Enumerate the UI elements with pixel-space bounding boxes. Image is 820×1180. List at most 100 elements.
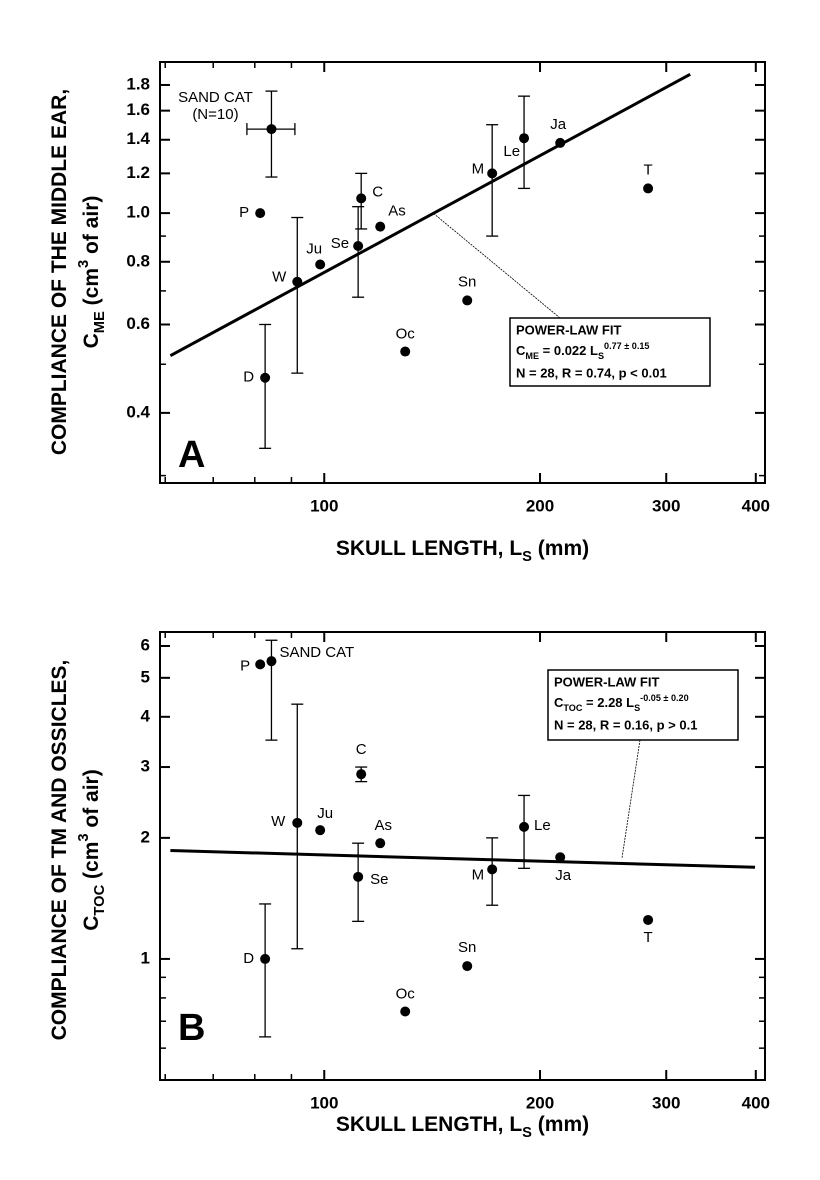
- data-point: [292, 817, 303, 828]
- data-point: [400, 346, 411, 357]
- y-axis-label-part: of air): [80, 196, 103, 260]
- data-point: [353, 241, 364, 252]
- y-tick-label: 3: [141, 757, 150, 776]
- y-axis-label-part: (cm: [80, 268, 103, 311]
- data-point: [356, 769, 367, 780]
- point-label: Oc: [396, 326, 416, 343]
- x-tick-label: 400: [742, 1093, 770, 1112]
- fit-title: POWER-LAW FIT: [516, 322, 621, 337]
- point-label: P: [240, 657, 250, 674]
- data-point: [519, 821, 530, 832]
- fit-box: [509, 317, 711, 387]
- data-point: [487, 864, 498, 875]
- plot-frame: [159, 631, 766, 1081]
- point-label: D: [243, 369, 254, 386]
- point-label: Le: [534, 817, 551, 834]
- annotation: (N=10): [192, 106, 238, 123]
- fit-equation-part: = 0.022 L: [539, 343, 598, 358]
- y-axis-label-part: (cm: [80, 842, 103, 885]
- point-label: Se: [370, 871, 388, 888]
- data-point: [255, 659, 266, 670]
- y-axis-label-part: COMPLIANCE OF TM AND OSSICLES,: [48, 660, 71, 1041]
- point-label: C: [372, 183, 383, 200]
- y-axis-label-part: ME: [92, 311, 108, 333]
- data-point: [643, 183, 654, 194]
- x-axis-label-part: SKULL LENGTH, L: [336, 1113, 522, 1136]
- y-axis-label-part: C: [80, 333, 103, 348]
- data-point: [643, 914, 654, 925]
- point-label: T: [643, 929, 652, 946]
- data-point: [266, 124, 277, 135]
- fit-line: [169, 73, 691, 358]
- y-axis-label: COMPLIANCE OF THE MIDDLE EAR,: [48, 89, 71, 455]
- fit-equation-part: TOC: [563, 703, 582, 713]
- y-tick-label: 6: [141, 635, 150, 654]
- fit-equation-part: = 2.28 L: [582, 695, 634, 710]
- x-axis-label-part: S: [522, 549, 532, 565]
- x-tick-label: 300: [652, 496, 680, 515]
- data-point: [315, 825, 326, 836]
- y-axis-label-part: COMPLIANCE OF THE MIDDLE EAR,: [48, 89, 71, 455]
- panel-label: A: [178, 434, 205, 476]
- x-axis-label-part: (mm): [532, 537, 589, 560]
- leader-line: [621, 739, 641, 859]
- point-label: Ja: [555, 867, 572, 884]
- point-label: Ja: [550, 116, 567, 133]
- data-point: [266, 656, 277, 667]
- point-label: Sn: [458, 273, 476, 290]
- fit-equation-part: C: [516, 343, 526, 358]
- data-point: [353, 871, 364, 882]
- y-tick-label: 0.4: [126, 402, 150, 421]
- point-label: Le: [503, 143, 520, 160]
- y-tick-label: 1.6: [126, 100, 150, 119]
- fit-box: [547, 669, 739, 741]
- leader-line: [432, 212, 561, 319]
- data-point: [400, 1006, 411, 1017]
- y-tick-label: 5: [141, 667, 150, 686]
- point-label: M: [472, 866, 485, 883]
- fit-equation-part: -0.05 ± 0.20: [640, 693, 688, 703]
- y-axis-label-part: C: [80, 916, 103, 931]
- data-point: [462, 961, 473, 972]
- data-point: [292, 276, 303, 287]
- fit-equation-part: S: [598, 351, 604, 361]
- point-label: D: [243, 950, 254, 967]
- fit-equation: CTOC = 2.28 LS-0.05 ± 0.20: [554, 693, 689, 713]
- panel-label: B: [178, 1007, 205, 1049]
- point-label: SAND CAT: [178, 89, 253, 106]
- fit-line: [170, 849, 756, 869]
- point-label: W: [271, 813, 286, 830]
- y-tick-label: 1.2: [126, 163, 150, 182]
- x-axis-label-part: S: [522, 1125, 532, 1141]
- x-tick-label: 200: [526, 1093, 554, 1112]
- y-tick-label: 1: [141, 948, 150, 967]
- y-tick-label: 1.0: [126, 203, 150, 222]
- y-tick-label: 2: [141, 827, 150, 846]
- data-point: [315, 259, 326, 270]
- y-tick-label: 0.6: [126, 314, 150, 333]
- y-tick-label: 0.8: [126, 251, 150, 270]
- point-label: Sn: [458, 939, 476, 956]
- point-label: P: [239, 204, 249, 221]
- point-label: Oc: [396, 985, 416, 1002]
- fit-equation-part: S: [634, 703, 640, 713]
- plot-frame: [159, 61, 766, 484]
- point-label: Se: [331, 235, 349, 252]
- y-axis-label-part: 3: [76, 260, 92, 268]
- data-point: [462, 295, 473, 306]
- fit-equation-part: 0.77 ± 0.15: [604, 341, 649, 351]
- point-label: W: [272, 269, 287, 286]
- x-axis-label-part: SKULL LENGTH, L: [336, 537, 522, 560]
- point-label: As: [388, 203, 406, 220]
- point-label: Ju: [317, 805, 333, 822]
- x-axis-label: SKULL LENGTH, LS (mm): [336, 537, 589, 565]
- data-point: [519, 133, 530, 144]
- point-label: Ju: [306, 240, 322, 257]
- data-point: [555, 137, 566, 148]
- data-point: [260, 953, 271, 964]
- point-label: As: [374, 817, 392, 834]
- x-axis-label-part: (mm): [532, 1113, 589, 1136]
- x-tick-label: 100: [310, 496, 338, 515]
- y-axis-label-part: 3: [76, 833, 92, 841]
